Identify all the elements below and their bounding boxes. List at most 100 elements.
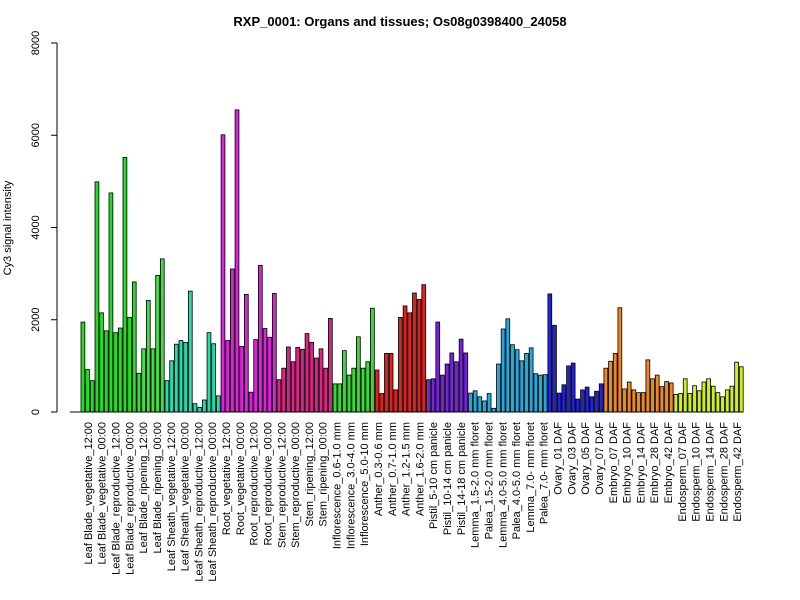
bar bbox=[351, 367, 357, 413]
bar bbox=[211, 343, 216, 413]
bar bbox=[589, 396, 595, 413]
bar bbox=[318, 348, 324, 413]
x-axis-labels: Leaf Blade_vegetative_12:00 Leaf Blade_ve… bbox=[83, 422, 744, 582]
y-tick-label: 0 bbox=[30, 409, 42, 415]
bar bbox=[374, 369, 380, 413]
x-category-label: Endosperm_28 DAF bbox=[718, 422, 730, 522]
bar bbox=[435, 321, 441, 413]
x-category-label: Endosperm_42 DAF bbox=[732, 422, 744, 522]
bar bbox=[183, 341, 188, 413]
bar bbox=[636, 392, 641, 413]
bar bbox=[659, 386, 665, 413]
bar bbox=[416, 299, 422, 413]
x-category-label: Palea_7.0- mm floret bbox=[539, 422, 551, 524]
bar bbox=[463, 352, 469, 413]
bar bbox=[103, 330, 109, 413]
bar bbox=[612, 353, 618, 413]
bar bbox=[356, 336, 361, 413]
bar bbox=[514, 349, 520, 413]
bar bbox=[393, 389, 399, 413]
x-category-label: Embryo_42 DAF bbox=[663, 422, 675, 504]
bar bbox=[258, 264, 263, 413]
bar bbox=[295, 347, 300, 413]
x-category-label: Embryo_07 DAF bbox=[608, 422, 620, 504]
bar bbox=[626, 381, 632, 413]
x-category-label: Pistil_14-18 cm panicle bbox=[456, 422, 468, 535]
x-category-label: Root_reproductive_00:00 bbox=[262, 422, 274, 546]
bar bbox=[542, 374, 548, 413]
bar bbox=[561, 384, 567, 413]
bar bbox=[113, 332, 118, 413]
bar bbox=[281, 367, 286, 413]
bar bbox=[402, 305, 408, 413]
bar bbox=[458, 338, 464, 413]
bar bbox=[384, 353, 389, 413]
bar bbox=[426, 379, 431, 413]
bar bbox=[720, 396, 725, 413]
bar bbox=[552, 324, 557, 413]
bar bbox=[99, 312, 104, 413]
bar bbox=[234, 109, 240, 413]
bar bbox=[500, 328, 506, 413]
bar bbox=[272, 293, 277, 413]
bar bbox=[244, 293, 249, 413]
y-tick-label: 2000 bbox=[30, 308, 42, 332]
x-category-label: Stem_reproductive_12:00 bbox=[276, 422, 288, 548]
bar bbox=[360, 367, 366, 413]
bar bbox=[206, 332, 212, 413]
bar bbox=[608, 360, 613, 413]
bar bbox=[472, 390, 478, 413]
bar bbox=[131, 281, 137, 413]
y-axis: 0 2000 4000 6000 8000 bbox=[30, 31, 58, 415]
x-category-label: Leaf Sheath_reproductive_12:00 bbox=[193, 422, 205, 582]
bar bbox=[370, 307, 375, 413]
x-category-label: Root_reproductive_12:00 bbox=[249, 422, 261, 546]
bar bbox=[519, 360, 525, 413]
bar bbox=[220, 134, 226, 413]
x-category-label: Palea_1.5-2.0 mm floret bbox=[483, 422, 495, 539]
bar bbox=[262, 328, 268, 413]
x-category-label: Ovary_07 DAF bbox=[594, 422, 606, 495]
bar bbox=[631, 389, 637, 413]
bar bbox=[342, 350, 347, 413]
bar bbox=[127, 317, 132, 413]
x-category-label: Anther_1.2-1.5 mm bbox=[401, 422, 413, 516]
bar bbox=[603, 367, 609, 413]
x-category-label: Endosperm_10 DAF bbox=[691, 422, 703, 522]
bar bbox=[169, 360, 174, 413]
bar bbox=[141, 348, 146, 413]
bar bbox=[309, 341, 315, 413]
bar bbox=[710, 385, 716, 413]
bar bbox=[314, 357, 319, 413]
x-category-label: Root_vegetative_00:00 bbox=[235, 422, 247, 535]
x-category-label: Stem_ripening_12:00 bbox=[304, 422, 316, 527]
bar bbox=[664, 381, 669, 413]
bar bbox=[412, 292, 417, 413]
bar bbox=[454, 361, 459, 413]
x-category-label: Inflorescence_3.0-4.0 mm bbox=[345, 422, 357, 549]
bar bbox=[398, 317, 403, 413]
bar bbox=[421, 284, 427, 413]
bar bbox=[524, 353, 529, 413]
x-category-label: Leaf Blade_vegetative_00:00 bbox=[97, 422, 109, 565]
x-category-label: Anther_0.3-0.6 mm bbox=[373, 422, 385, 516]
x-category-label: Embryo_28 DAF bbox=[649, 422, 661, 504]
x-category-label: Leaf Sheath_vegetative_12:00 bbox=[166, 422, 178, 571]
bar bbox=[304, 333, 310, 413]
bar bbox=[580, 389, 585, 413]
bar bbox=[556, 392, 562, 413]
bar bbox=[290, 361, 296, 413]
bar bbox=[575, 398, 581, 413]
bar bbox=[215, 395, 221, 413]
y-tick-label: 8000 bbox=[30, 31, 42, 55]
bar bbox=[715, 392, 721, 413]
y-tick-label: 4000 bbox=[30, 215, 42, 239]
bar bbox=[173, 343, 179, 413]
bar bbox=[379, 393, 385, 413]
y-axis-label: Cy3 signal intensity bbox=[2, 180, 14, 275]
x-category-label: Endosperm_14 DAF bbox=[704, 422, 716, 522]
x-category-label: Palea_4.0-5.0 mm floret bbox=[511, 422, 523, 539]
bar bbox=[654, 374, 660, 413]
bar bbox=[734, 361, 739, 413]
